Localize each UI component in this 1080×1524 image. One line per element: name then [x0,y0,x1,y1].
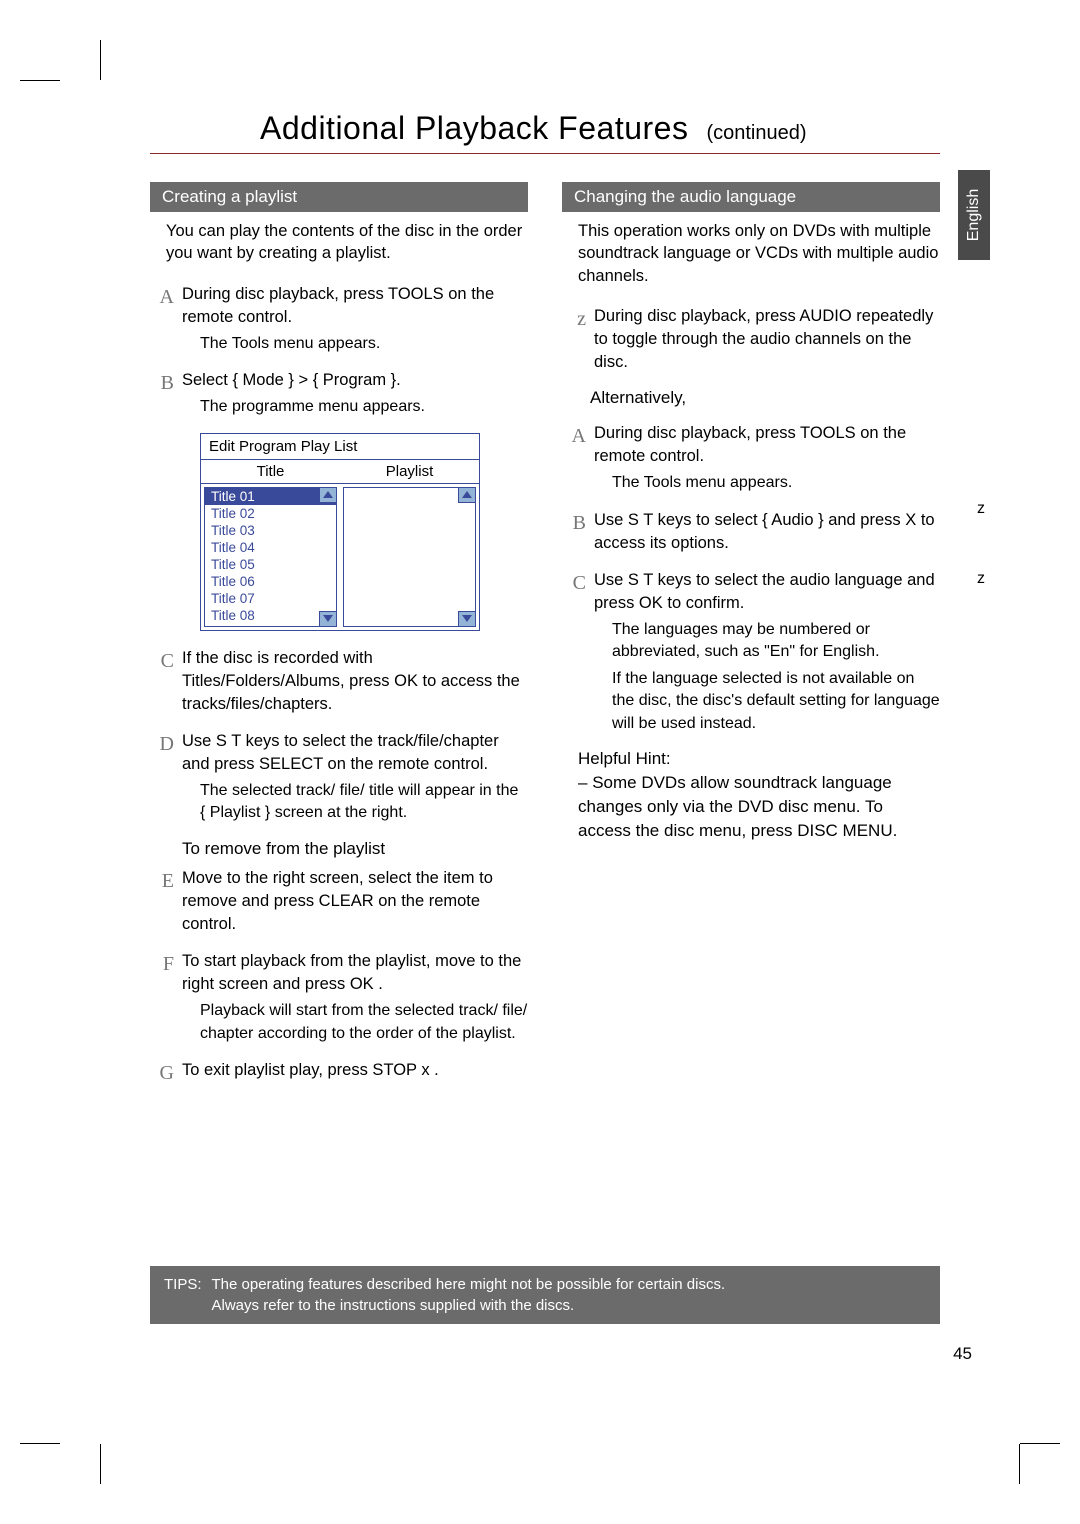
step-b-right: B Use S T keys to select { Audio } and p… [562,509,940,555]
title-list: Title 01 Title 02 Title 03 Title 04 Titl… [204,487,337,627]
step-letter: B [562,509,586,555]
crop-mark [20,80,60,81]
tips-line: The operating features described here mi… [212,1274,726,1295]
list-item[interactable]: Title 01 [205,488,336,505]
list-item[interactable]: Title 04 [205,539,336,556]
list-item[interactable]: Title 08 [205,607,336,624]
step-letter: F [150,950,174,1045]
step-text: During disc playback, press AUDIO repeat… [594,307,933,371]
step-a: A During disc playback, press TOOLS on t… [150,283,528,356]
step-sub: The Tools menu appears. [612,472,940,494]
step-sub: If the language selected is not availabl… [612,668,940,735]
step-letter: B [150,369,174,418]
step-sub: The selected track/ file/ title will app… [200,780,528,825]
playlist-list [343,487,476,627]
step-letter: G [150,1059,174,1087]
crop-mark [100,40,101,80]
step-text: If the disc is recorded with Titles/Fold… [182,649,520,713]
step-c: C If the disc is recorded with Titles/Fo… [150,647,528,716]
list-item[interactable]: Title 02 [205,505,336,522]
audio-intro: This operation works only on DVDs with m… [578,220,940,287]
list-item[interactable]: Title 05 [205,556,336,573]
side-marker: z [977,500,985,518]
step-d: D Use S T keys to select the track/file/… [150,730,528,825]
step-sub: The Tools menu appears. [200,333,528,355]
step-letter: C [150,647,174,716]
scroll-up-icon[interactable] [319,487,337,503]
step-text: Use S T keys to select the audio languag… [594,571,935,612]
playlist-editor: Edit Program Play List Title Title 01 Ti… [200,433,480,631]
crop-mark [1019,1444,1020,1484]
step-a-right: A During disc playback, press TOOLS on t… [562,422,940,495]
step-text: During disc playback, press TOOLS on the… [182,285,494,326]
step-c-right: C Use S T keys to select the audio langu… [562,569,940,735]
language-tab: English [958,170,990,260]
scroll-up-icon[interactable] [458,487,476,503]
step-text: Use S T keys to select { Audio } and pre… [594,511,935,552]
step-letter: D [150,730,174,825]
step-text: Select { Mode } > { Program }. [182,371,401,389]
page-number: 45 [953,1344,972,1364]
remove-heading: To remove from the playlist [182,839,528,859]
list-item[interactable]: Title 06 [205,573,336,590]
tips-label: TIPS: [164,1274,202,1316]
language-tab-label: English [965,189,983,241]
section-header-audio: Changing the audio language [562,182,940,212]
crop-mark [100,1444,101,1484]
left-column: Creating a playlist You can play the con… [150,182,528,1101]
side-marker: z [977,570,985,588]
playlist-window-title: Edit Program Play List [201,434,479,460]
playlist-left-header: Title [201,460,340,484]
step-letter: z [562,305,586,374]
step-text: To exit playlist play, press STOP x . [182,1061,439,1079]
right-column: Changing the audio language This operati… [562,182,940,1101]
step-text: To start playback from the playlist, mov… [182,952,521,993]
list-item[interactable]: Title 07 [205,590,336,607]
page-content: Additional Playback Features (continued)… [150,110,940,1101]
step-sub: Playback will start from the selected tr… [200,1000,528,1045]
step-sub: The languages may be numbered or abbrevi… [612,619,940,664]
tips-bar: TIPS: The operating features described h… [150,1266,940,1324]
scroll-down-icon[interactable] [458,611,476,627]
playlist-intro: You can play the contents of the disc in… [166,220,528,265]
scroll-down-icon[interactable] [319,611,337,627]
crop-mark [1020,1443,1060,1444]
step-letter: C [562,569,586,735]
alternatively-label: Alternatively, [590,388,940,408]
step-f: F To start playback from the playlist, m… [150,950,528,1045]
tips-line: Always refer to the instructions supplie… [212,1295,726,1316]
playlist-right-header: Playlist [340,460,479,484]
step-sub: The programme menu appears. [200,396,528,418]
page-title-row: Additional Playback Features (continued) [150,110,940,154]
crop-mark [20,1443,60,1444]
list-item[interactable]: Title 03 [205,522,336,539]
hint-label: Helpful Hint: [578,749,940,769]
step-letter: A [150,283,174,356]
step-text: During disc playback, press TOOLS on the… [594,424,906,465]
step-letter: A [562,422,586,495]
step-text: Move to the right screen, select the ite… [182,869,493,933]
step-text: Use S T keys to select the track/file/ch… [182,732,499,773]
step-z: z During disc playback, press AUDIO repe… [562,305,940,374]
step-e: E Move to the right screen, select the i… [150,867,528,936]
step-b: B Select { Mode } > { Program }. The pro… [150,369,528,418]
page-title-continued: (continued) [706,122,806,145]
hint-text: Some DVDs allow soundtrack language chan… [578,771,940,842]
page-title: Additional Playback Features [260,110,688,147]
step-letter: E [150,867,174,936]
section-header-playlist: Creating a playlist [150,182,528,212]
step-g: G To exit playlist play, press STOP x . [150,1059,528,1087]
